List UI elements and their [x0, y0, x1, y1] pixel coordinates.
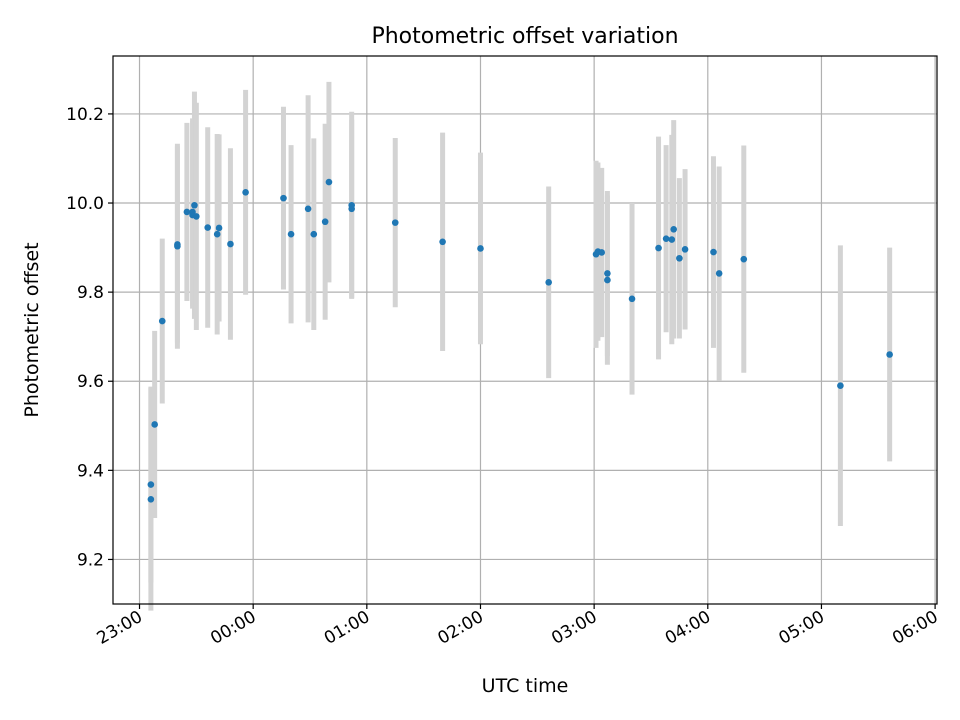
data-point — [227, 240, 234, 248]
data-point — [604, 270, 611, 277]
data-point — [740, 255, 748, 263]
x-axis-label: UTC time — [482, 675, 569, 697]
data-point — [681, 246, 689, 253]
data-point — [242, 189, 249, 196]
data-point — [348, 205, 355, 213]
data-point — [287, 230, 295, 238]
y-tick-label: 9.8 — [77, 283, 104, 303]
data-point — [215, 224, 223, 232]
data-point — [304, 205, 312, 213]
y-tick-label: 10.0 — [66, 194, 104, 214]
data-point — [604, 276, 611, 284]
data-point — [193, 213, 200, 220]
data-point — [191, 201, 198, 209]
data-point — [147, 481, 155, 488]
data-point — [321, 218, 329, 226]
chart-title: Photometric offset variation — [371, 24, 678, 49]
data-point — [715, 270, 723, 277]
data-point — [668, 236, 676, 243]
data-point — [189, 208, 196, 216]
data-point — [325, 178, 333, 186]
data-point — [710, 248, 717, 256]
grid-layer — [113, 56, 937, 604]
y-tick-label: 9.2 — [77, 550, 104, 570]
data-point — [147, 496, 155, 503]
data-point — [213, 230, 221, 238]
y-tick-label: 9.6 — [77, 372, 104, 392]
point-layer — [147, 178, 893, 503]
y-axis-label: Photometric offset — [21, 242, 43, 417]
data-point — [477, 245, 484, 252]
data-point — [670, 226, 677, 233]
plot-frame — [112, 55, 938, 605]
data-point — [837, 382, 844, 389]
data-point — [151, 421, 158, 428]
y-tick-label: 10.2 — [66, 105, 104, 125]
data-point — [310, 230, 318, 238]
data-point — [174, 241, 181, 248]
data-point — [662, 235, 670, 242]
data-point — [886, 351, 893, 358]
data-point — [676, 254, 683, 262]
data-point — [598, 249, 606, 256]
data-point — [183, 208, 191, 216]
y-tick-label: 9.4 — [77, 461, 104, 481]
data-point — [280, 194, 287, 202]
data-point — [204, 224, 212, 231]
data-point — [439, 238, 446, 246]
data-point — [545, 279, 552, 286]
data-point — [391, 219, 399, 226]
data-point — [655, 244, 662, 252]
data-point — [158, 317, 166, 325]
data-point — [628, 295, 636, 303]
